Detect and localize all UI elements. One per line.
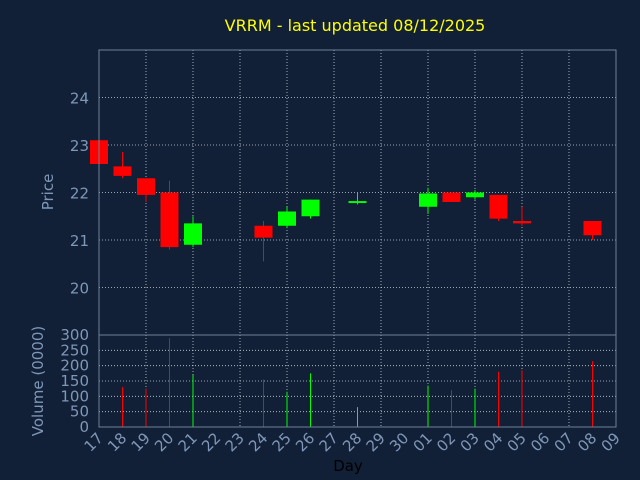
price-y-tick-label: 20 — [70, 280, 89, 298]
price-y-tick-label: 22 — [70, 185, 89, 203]
price-grid — [99, 50, 616, 335]
candle-body — [113, 166, 132, 176]
volume-y-tick-label: 50 — [70, 403, 89, 421]
price-panel: 20 21 22 23 24 Price — [39, 49, 617, 336]
candle-body — [419, 193, 437, 207]
candle-body — [348, 201, 367, 204]
candle-body — [442, 192, 461, 202]
candle-body — [513, 221, 531, 224]
x-tick-labels: 1718192021222324252627282930010203040506… — [81, 429, 624, 455]
price-axis-label: Price — [39, 174, 57, 211]
volume-axis-label: Volume (0000) — [29, 326, 47, 436]
candle-body — [184, 223, 202, 245]
volume-y-tick-label: 100 — [60, 387, 89, 405]
volume-y-tick-label: 250 — [60, 341, 89, 359]
chart-title: VRRM - last updated 08/12/2025 — [225, 16, 486, 35]
candle-body — [489, 194, 508, 219]
volume-y-tick-label: 200 — [60, 357, 89, 375]
candle-body — [583, 221, 602, 236]
x-axis-label: Day — [333, 457, 363, 475]
volume-y-tick-label: 150 — [60, 372, 89, 390]
candle-body — [137, 178, 155, 195]
volume-y-tick-label: 0 — [79, 418, 89, 436]
candle-body — [301, 199, 320, 217]
price-y-tick-label: 24 — [70, 90, 89, 108]
price-y-tick-label: 21 — [70, 232, 89, 250]
price-y-tick-labels: 20 21 22 23 24 — [70, 90, 89, 298]
volume-y-tick-label: 300 — [60, 326, 89, 344]
price-candles — [90, 140, 602, 262]
price-y-tick-label: 23 — [70, 137, 89, 155]
volume-plot-border — [98, 334, 617, 428]
candle-body — [160, 192, 179, 248]
candle-body — [254, 225, 273, 238]
volume-bars — [122, 338, 593, 427]
candle-body — [466, 192, 484, 198]
candle-body — [278, 211, 296, 226]
